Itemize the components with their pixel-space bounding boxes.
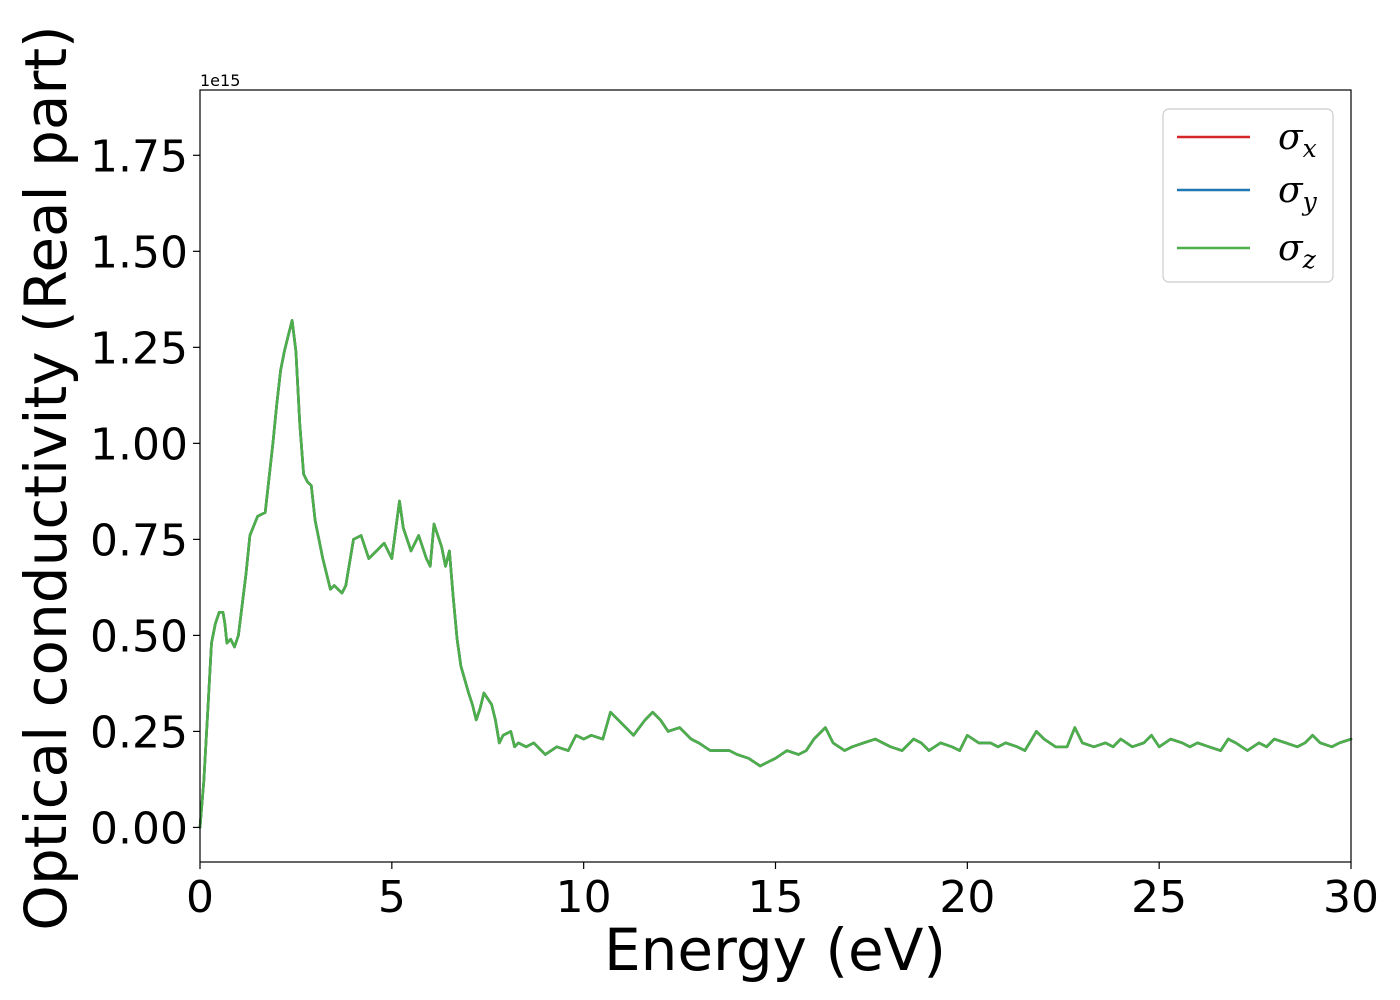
legend-box	[1162, 108, 1334, 283]
y-tick-label: 1.75	[90, 131, 188, 182]
series-line-z	[198, 319, 1353, 829]
legend-subscript: z	[1302, 245, 1317, 274]
series-line-x	[198, 319, 1353, 829]
y-tick-label: 0.25	[90, 707, 188, 758]
x-tick-label: 10	[556, 872, 612, 923]
x-axis-title: Energy (eV)	[604, 916, 946, 984]
series-line-y	[198, 319, 1353, 829]
y-tick-label: 0.50	[90, 611, 188, 662]
x-tick-label: 20	[939, 872, 995, 923]
legend-subscript: y	[1302, 187, 1318, 216]
x-tick-label: 0	[186, 872, 214, 923]
y-tick-label: 1.00	[90, 419, 188, 470]
y-axis-ticks: 0.00 0.25 0.50 0.75 1.00 1.25 1.50 1.75	[90, 131, 200, 854]
legend-label: σz	[1278, 228, 1317, 274]
y-tick-label: 1.50	[90, 227, 188, 278]
legend-subscript: x	[1303, 134, 1317, 163]
y-tick-label: 0.75	[90, 515, 188, 566]
y-offset-label: 1e15	[200, 71, 240, 90]
x-tick-label: 30	[1323, 872, 1379, 923]
x-tick-label: 25	[1131, 872, 1187, 923]
series-layer	[198, 319, 1353, 829]
legend-label: σy	[1278, 170, 1318, 216]
legend-label: σx	[1278, 117, 1317, 163]
x-tick-label: 15	[748, 872, 804, 923]
y-tick-label: 1.25	[90, 323, 188, 374]
legend-symbol: σ	[1278, 228, 1304, 269]
y-axis-title: Optical conductivity (Real part)	[12, 25, 80, 930]
x-tick-label: 5	[378, 872, 406, 923]
y-tick-label: 0.00	[90, 803, 188, 854]
legend-symbol: σ	[1278, 117, 1304, 158]
x-axis-ticks: 0 5 10 15 20 25 30	[186, 862, 1379, 923]
legend-symbol: σ	[1278, 170, 1304, 211]
